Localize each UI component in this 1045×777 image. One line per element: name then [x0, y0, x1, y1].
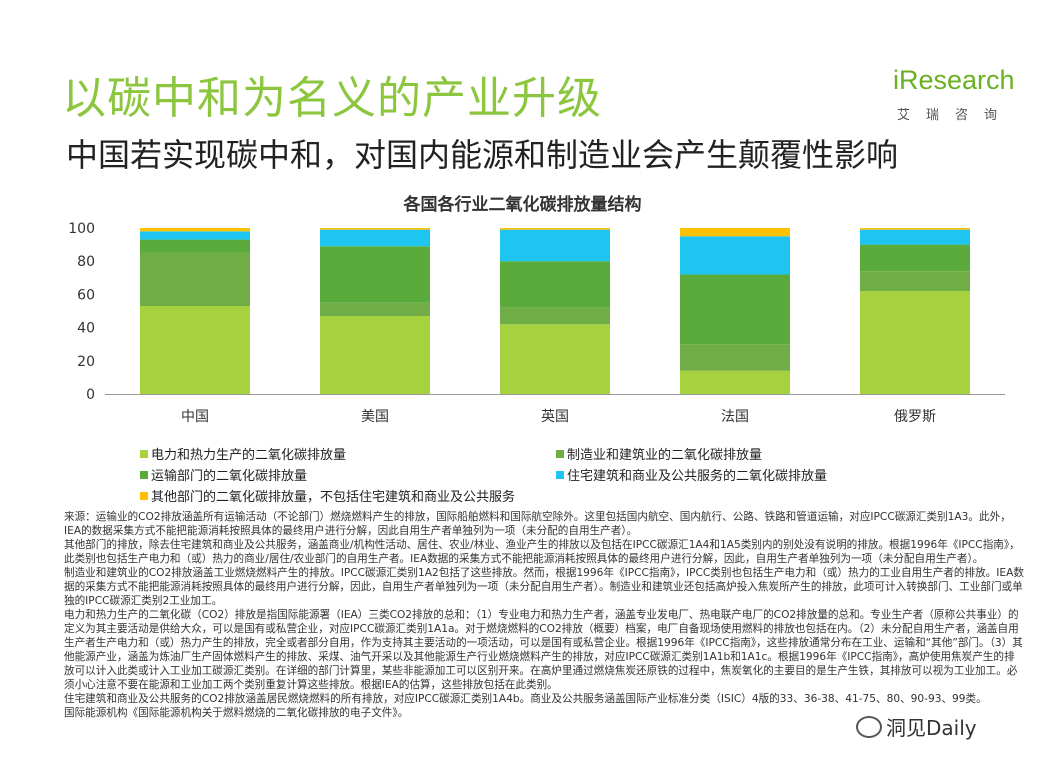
note-manufacturing: 制造业和建筑业的CO2排放涵盖工业燃烧燃料产生的排放。IPCC碳源汇类别1A2包…	[64, 567, 1024, 607]
x-tick-label-0: 中国	[181, 409, 209, 425]
logo-wordmark: iResearch	[893, 65, 1015, 95]
page-subtitle: 中国若实现碳中和，对国内能源和制造业会产生颠覆性影响	[66, 136, 899, 174]
x-tick-label-2: 英国	[541, 408, 569, 425]
bar-segment-3-0	[680, 370, 790, 394]
legend-item-residential: 住宅建筑和商业及公共服务的二氧化碳排放量	[556, 465, 827, 484]
x-tick-label-3: 法国	[721, 409, 749, 425]
bar-segment-2-1	[500, 307, 610, 325]
chart-title: 各国各行业二氧化碳排放量结构	[403, 195, 642, 215]
bar-segment-3-1	[680, 344, 790, 371]
bar-segment-4-2	[860, 244, 970, 272]
legend-swatch-transport	[140, 471, 148, 479]
bar-segment-2-0	[500, 324, 610, 394]
page-title: 以碳中和为名义的产业升级	[62, 73, 602, 124]
bar-segment-4-4	[860, 228, 970, 230]
bar-segment-2-2	[500, 261, 610, 308]
note-power-heat: 电力和热力生产的二氧化碳（CO2）排放是指国际能源署（IEA）三类CO2排放的总…	[64, 609, 1023, 691]
bar-segment-0-3	[140, 231, 250, 240]
iresearch-logo: iResearch 艾瑞咨询	[893, 62, 1028, 123]
legend-label-power: 电力和热力生产的二氧化碳排放量	[151, 448, 347, 463]
bar-segment-2-3	[500, 229, 610, 262]
legend-item-transport: 运输部门的二氧化碳排放量	[140, 465, 307, 484]
legend-item-other: 其他部门的二氧化碳排放量，不包括住宅建筑和商业及公共服务	[140, 486, 515, 505]
x-tick-label-4: 俄罗斯	[894, 409, 936, 425]
bar-segment-1-0	[320, 315, 430, 394]
bar-segment-2-4	[500, 228, 610, 230]
x-tick-label-1: 美国	[361, 409, 389, 425]
y-tick-label-60: 60	[77, 287, 95, 303]
bar-segment-0-0	[140, 306, 250, 394]
bar-segment-4-1	[860, 271, 970, 292]
y-tick-label-80: 80	[77, 254, 95, 270]
y-tick-label-20: 20	[77, 354, 95, 370]
watermark: 洞见Daily	[852, 712, 981, 741]
legend-swatch-other	[140, 492, 148, 500]
note-other-sectors: 其他部门的排放，除去住宅建筑和商业及公共服务，涵盖商业/机构性活动、居住、农业/…	[64, 539, 1020, 565]
chart-legend: 电力和热力生产的二氧化碳排放量 制造业和建筑业的二氧化碳排放量 运输部门的二氧化…	[140, 444, 940, 508]
note-residential: 住宅建筑和商业及公共服务的CO2排放涵盖居民燃烧燃料的所有排放，对应IPCC碳源…	[64, 693, 987, 705]
y-tick-label-40: 40	[77, 321, 95, 337]
legend-label-manufacturing: 制造业和建筑业的二氧化碳排放量	[567, 448, 763, 463]
legend-label-other: 其他部门的二氧化碳排放量，不包括住宅建筑和商业及公共服务	[151, 490, 516, 505]
source-notes: 来源：运输业的CO2排放涵盖所有运输活动（不论部门）燃烧燃料产生的排放，国际船舶…	[64, 510, 1024, 720]
y-tick-label-0: 0	[86, 387, 95, 403]
bar-segment-1-1	[320, 302, 430, 316]
legend-item-manufacturing: 制造业和建筑业的二氧化碳排放量	[556, 444, 762, 463]
legend-label-residential: 住宅建筑和商业及公共服务的二氧化碳排放量	[567, 469, 828, 484]
legend-item-power: 电力和热力生产的二氧化碳排放量	[140, 444, 346, 463]
wechat-icon	[856, 716, 882, 738]
watermark-text: 洞见Daily	[886, 716, 977, 740]
bar-segment-0-2	[140, 239, 250, 253]
note-source-doc: 国际能源机构《国际能源机构关于燃料燃烧的二氧化碳排放的电子文件》。	[64, 707, 409, 719]
logo-subtitle: 艾瑞咨询	[897, 108, 1014, 123]
bar-segment-3-4	[680, 228, 790, 237]
stacked-bar-chart: 0 20 40 60 80 100 中国 美国 英国 法国 俄罗斯	[68, 221, 1005, 425]
bar-segment-1-2	[320, 246, 430, 303]
legend-swatch-manufacturing	[556, 450, 564, 458]
legend-swatch-residential	[556, 471, 564, 479]
legend-label-transport: 运输部门的二氧化碳排放量	[151, 469, 308, 484]
bar-segment-4-0	[860, 291, 970, 394]
y-tick-label-100: 100	[68, 221, 95, 237]
bar-segment-0-4	[140, 228, 250, 232]
bar-segment-0-1	[140, 252, 250, 307]
legend-swatch-power	[140, 450, 148, 458]
bar-segment-3-3	[680, 236, 790, 275]
bar-segment-1-4	[320, 228, 430, 230]
bar-segment-4-3	[860, 229, 970, 245]
note-transport: 来源：运输业的CO2排放涵盖所有运输活动（不论部门）燃烧燃料产生的排放，国际船舶…	[64, 511, 1011, 537]
bar-segment-1-3	[320, 229, 430, 247]
bar-segment-3-2	[680, 274, 790, 345]
